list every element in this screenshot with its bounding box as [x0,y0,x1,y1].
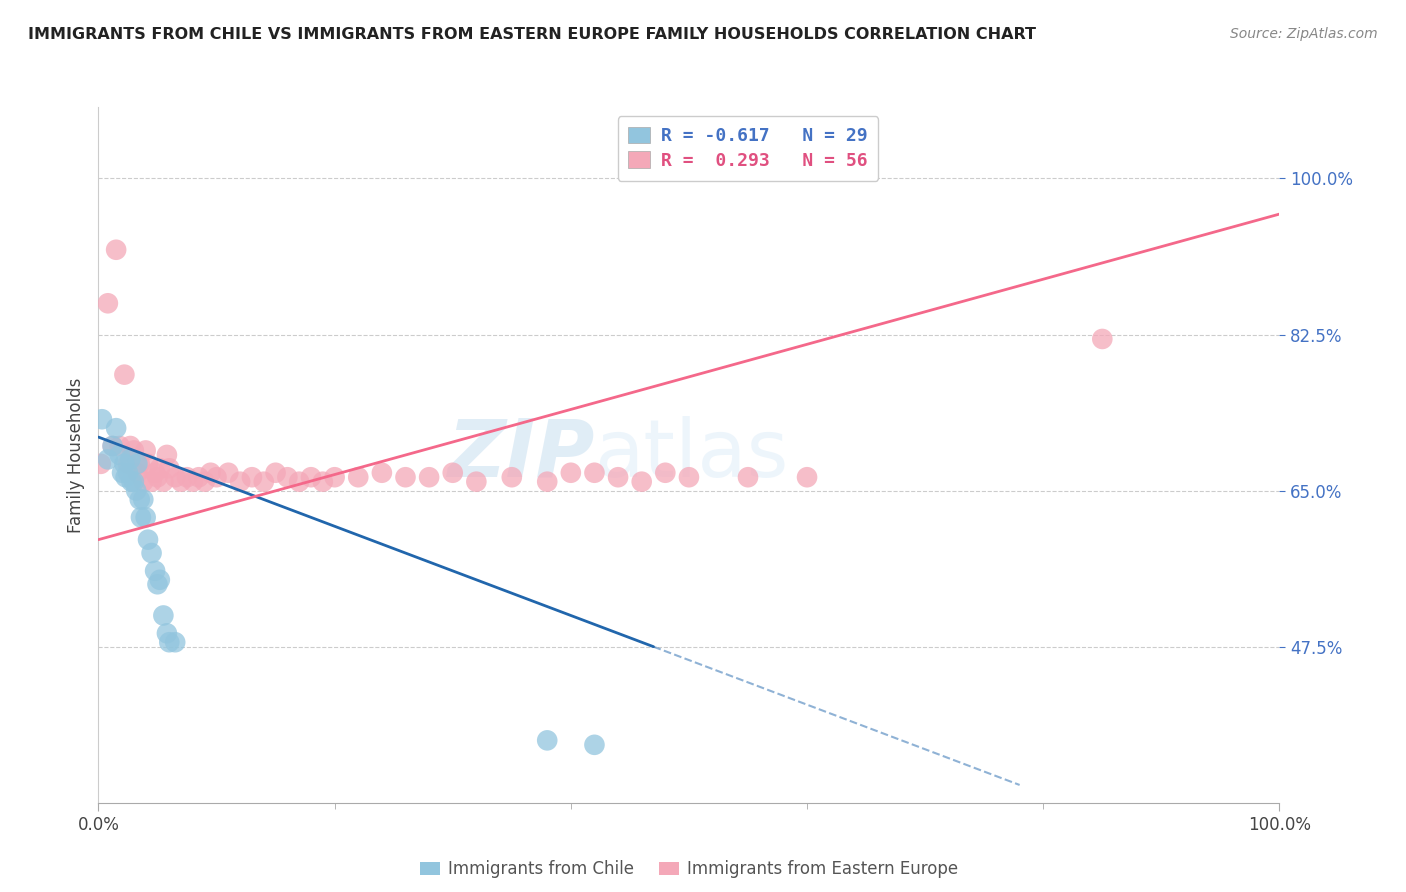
Point [129,510,152,524]
Point [108,448,131,462]
Point [187,470,209,484]
Point [165,635,187,649]
Point [132,492,155,507]
Point [323,470,346,484]
Point [136,457,159,471]
Point [105,243,128,257]
Point [143,466,166,480]
Point [90,457,112,471]
Point [536,475,558,489]
Point [170,475,193,489]
Point [288,475,311,489]
Point [465,475,488,489]
Point [136,533,159,547]
Point [371,466,394,480]
Point [91,412,114,426]
Point [97,452,120,467]
Point [127,466,149,480]
Point [114,470,136,484]
Point [101,439,124,453]
Point [152,475,174,489]
Point [583,466,606,480]
Point [501,470,523,484]
Point [141,475,163,489]
Point [120,439,142,453]
Point [120,452,142,467]
Point [200,466,222,480]
Legend: Immigrants from Chile, Immigrants from Eastern Europe: Immigrants from Chile, Immigrants from E… [413,854,965,885]
Point [678,470,700,484]
Point [132,475,155,489]
Point [441,466,464,480]
Point [149,573,172,587]
Point [122,475,145,489]
Point [117,466,139,480]
Point [253,475,276,489]
Point [112,368,135,382]
Point [141,546,163,560]
Point [194,475,217,489]
Point [607,470,630,484]
Point [101,439,124,453]
Point [117,457,139,471]
Point [146,470,169,484]
Point [112,457,135,471]
Point [654,466,676,480]
Point [347,470,370,484]
Point [105,421,128,435]
Point [121,475,143,489]
Point [176,470,198,484]
Point [205,470,228,484]
Point [217,466,239,480]
Point [156,626,179,640]
Point [127,457,149,471]
Point [583,738,606,752]
Point [128,492,150,507]
Point [143,564,166,578]
Point [1091,332,1114,346]
Point [536,733,558,747]
Text: ZIP: ZIP [447,416,595,494]
Point [796,470,818,484]
Point [152,608,174,623]
Point [111,466,134,480]
Point [312,475,335,489]
Point [97,296,120,310]
Point [240,470,263,484]
Point [157,461,180,475]
Text: IMMIGRANTS FROM CHILE VS IMMIGRANTS FROM EASTERN EUROPE FAMILY HOUSEHOLDS CORREL: IMMIGRANTS FROM CHILE VS IMMIGRANTS FROM… [28,27,1036,42]
Point [128,457,150,471]
Point [181,475,204,489]
Point [737,470,759,484]
Point [108,439,131,453]
Text: Source: ZipAtlas.com: Source: ZipAtlas.com [1230,27,1378,41]
Point [156,448,179,462]
Point [125,483,148,498]
Point [165,470,187,484]
Point [157,635,180,649]
Text: atlas: atlas [595,416,789,494]
Point [276,470,298,484]
Point [560,466,582,480]
Point [229,475,252,489]
Point [135,510,157,524]
Point [146,577,169,591]
Point [264,466,287,480]
Point [135,443,157,458]
Point [149,461,172,475]
Point [299,470,322,484]
Point [418,470,440,484]
Point [122,443,145,458]
Y-axis label: Family Households: Family Households [66,377,84,533]
Point [630,475,652,489]
Point [394,470,416,484]
